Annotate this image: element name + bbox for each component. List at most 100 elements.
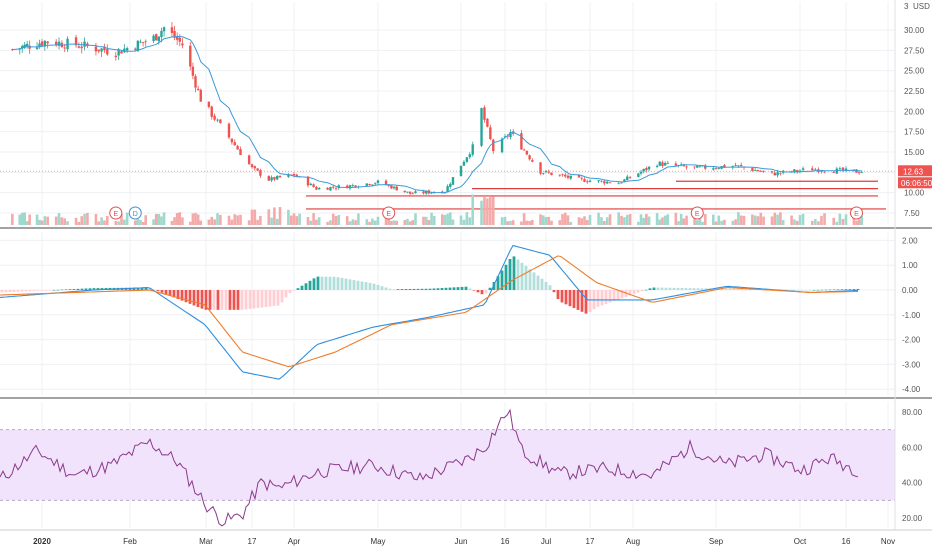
candle-body <box>125 48 129 51</box>
candle-body <box>779 172 782 174</box>
macd-histogram-bar <box>76 288 80 290</box>
x-axis-label: Oct <box>794 537 807 546</box>
volume-bar <box>739 215 743 225</box>
macd-histogram-bar <box>300 285 304 290</box>
candle-body <box>117 49 120 56</box>
macd-y-tick: 2.00 <box>902 236 918 245</box>
candle-body <box>256 168 259 171</box>
candle-body <box>798 170 802 172</box>
macd-histogram-bar <box>96 288 100 290</box>
volume-bar <box>312 213 315 225</box>
macd-histogram-bar <box>328 276 332 290</box>
volume-bar <box>178 212 182 225</box>
candle-body <box>608 182 612 184</box>
macd-histogram-bar <box>844 289 848 290</box>
volume-bar <box>157 213 161 225</box>
macd-histogram-bar <box>316 276 320 290</box>
volume-bar <box>717 215 721 225</box>
volume-bar <box>160 216 163 225</box>
candle-body <box>480 108 483 146</box>
volume-bar <box>103 220 106 225</box>
candle-body <box>820 171 823 172</box>
volume-bar <box>620 215 623 225</box>
candle-body <box>247 155 251 165</box>
x-axis-label: 17 <box>248 537 257 546</box>
candle-body <box>144 41 147 43</box>
macd-histogram-bar <box>264 290 268 308</box>
volume-bar <box>642 217 646 225</box>
volume-bar <box>326 221 329 225</box>
candle-body <box>564 174 567 177</box>
candle-body <box>459 165 463 177</box>
macd-histogram-bar <box>732 288 736 290</box>
candle-body <box>40 41 44 46</box>
candle-body <box>639 171 643 174</box>
volume-bar <box>40 220 44 225</box>
candle-body <box>492 139 495 152</box>
macd-y-tick: -4.00 <box>902 385 921 394</box>
macd-histogram-bar <box>208 290 212 310</box>
macd-histogram-bar <box>556 290 560 300</box>
volume-bar <box>541 215 545 225</box>
macd-histogram-bar <box>16 290 20 292</box>
x-axis-label: Jun <box>455 537 468 546</box>
candle-body <box>181 43 184 46</box>
volume-bar <box>295 216 299 225</box>
candle-body <box>170 27 174 34</box>
volume-bar <box>210 216 214 225</box>
x-axis-label: Mar <box>199 537 213 546</box>
volume-bar <box>661 217 664 225</box>
volume-bar <box>348 221 352 225</box>
candle-body <box>123 48 126 53</box>
volume-bar <box>720 220 723 225</box>
volume-bar <box>698 214 702 225</box>
candle-body <box>449 183 452 187</box>
macd-histogram-bar <box>260 290 264 308</box>
candle-body <box>628 177 632 179</box>
macd-histogram-bar <box>588 290 592 313</box>
macd-histogram-bar <box>8 290 12 293</box>
rsi-panel[interactable] <box>0 408 895 527</box>
candle-body <box>674 163 678 166</box>
candle-body <box>468 154 471 158</box>
macd-histogram-bar <box>832 289 836 291</box>
candle-body <box>332 186 335 188</box>
volume-bar <box>317 217 321 225</box>
macd-histogram-bar <box>528 269 532 290</box>
macd-histogram-bar <box>376 285 380 290</box>
macd-histogram-bar <box>636 290 640 293</box>
volume-bar <box>28 214 31 225</box>
volume-bar <box>600 217 603 225</box>
signal-line <box>0 255 859 368</box>
candle-body <box>603 181 606 184</box>
macd-histogram-bar <box>520 262 524 290</box>
volume-bar <box>368 221 371 225</box>
macd-histogram-bar <box>784 289 788 291</box>
x-axis-label: Apr <box>288 537 301 546</box>
volume-bar <box>723 219 726 225</box>
volume-bar <box>136 219 140 225</box>
macd-histogram-bar <box>748 289 752 290</box>
candle-body <box>354 185 357 188</box>
candle-body <box>734 165 737 166</box>
volume-bar <box>770 216 774 225</box>
macd-histogram-bar <box>24 290 28 292</box>
volume-bar <box>520 221 523 225</box>
x-axis-label: 16 <box>842 537 851 546</box>
volume-bar <box>278 207 282 225</box>
macd-histogram-bar <box>788 289 792 291</box>
candle-body <box>348 185 352 189</box>
volume-bar <box>503 216 507 225</box>
countdown-value: 06:06:50 <box>901 179 932 188</box>
candle-body <box>312 184 315 188</box>
candle-body <box>620 182 623 184</box>
macd-histogram-bar <box>696 288 700 290</box>
x-axis-label: Sep <box>709 537 724 546</box>
volume-bar <box>547 216 551 225</box>
macd-histogram-bar <box>568 290 572 307</box>
macd-panel[interactable] <box>0 244 860 380</box>
macd-histogram-bar <box>496 276 500 290</box>
volume-bar <box>489 197 492 225</box>
